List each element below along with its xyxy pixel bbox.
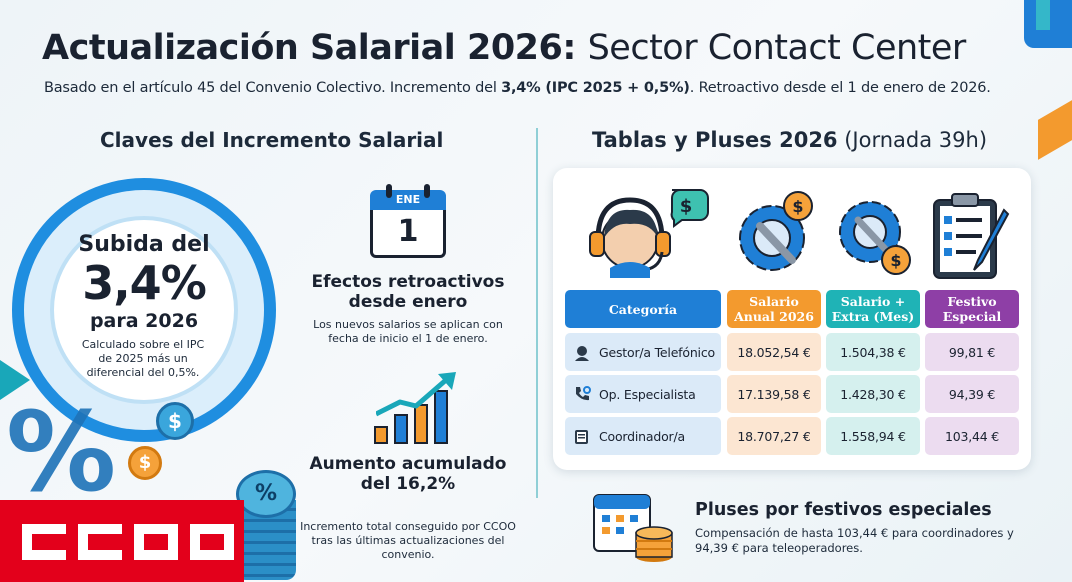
table-cell-anual: 17.139,58 € — [727, 375, 821, 413]
accumulated-description: Incremento total conseguido por CCOO tra… — [300, 520, 516, 561]
ccoo-logo — [0, 500, 244, 582]
operator-icon — [575, 346, 589, 361]
dollar-coin-icon: $ — [156, 402, 194, 440]
table-cell-anual: 18.707,27 € — [727, 417, 821, 455]
circle-line3: para 2026 — [89, 310, 199, 332]
pluses-description: Compensación de hasta 103,44 € para coor… — [695, 526, 1014, 555]
circle-line1: Subida del — [78, 232, 210, 257]
table-row-category: Coordinador/a — [565, 417, 721, 455]
coin-stack-icon: % — [236, 470, 296, 582]
svg-text:$: $ — [890, 251, 901, 270]
page-title: Actualización Salarial 2026: Sector Cont… — [42, 28, 966, 68]
header-salario-anual: Salario Anual 2026 — [727, 290, 821, 328]
table-cell-extra: 1.504,38 € — [826, 333, 920, 371]
retroactive-title: Efectos retroactivos desde enero — [311, 272, 505, 312]
retroactive-description: Los nuevos salarios se aplican con fecha… — [313, 318, 503, 345]
table-cell-festivo: 103,44 € — [925, 417, 1019, 455]
table-cell-anual: 18.052,54 € — [727, 333, 821, 371]
calendar-icon: ENE 1 — [370, 184, 446, 258]
increase-circle-text: Subida del 3,4% para 2026 Calculado sobr… — [12, 178, 276, 442]
corner-decoration — [1012, 0, 1072, 160]
table-cell-festivo: 99,81 € — [925, 333, 1019, 371]
circle-percentage: 3,4% — [82, 256, 207, 310]
accumulated-title: Aumento acumulado del 16,2% — [309, 454, 507, 494]
table-cell-extra: 1.558,94 € — [826, 417, 920, 455]
table-row-category: Gestor/a Telefónico — [565, 333, 721, 371]
gear-wrench-icon: $ — [739, 191, 813, 271]
operator-headset-icon: $ — [589, 189, 709, 278]
column-divider — [536, 128, 538, 498]
section-title-tables: Tablas y Pluses 2026 (Jornada 39h) — [592, 128, 988, 152]
clipboard-checklist-icon — [933, 193, 1010, 279]
header-salario-extra: Salario + Extra (Mes) — [826, 290, 920, 328]
section-title-keys: Claves del Incremento Salarial — [100, 128, 444, 152]
table-row-category: Op. Especialista — [565, 375, 721, 413]
table-cell-extra: 1.428,30 € — [826, 375, 920, 413]
gear-coin-icon: $ — [839, 201, 911, 275]
page-subtitle: Basado en el artículo 45 del Convenio Co… — [44, 80, 991, 96]
circle-description: Calculado sobre el IPC de 2025 más un di… — [81, 338, 205, 379]
pluses-title: Pluses por festivos especiales — [695, 500, 992, 520]
calendar-coins-icon — [593, 494, 673, 562]
svg-text:$: $ — [792, 197, 803, 216]
clipboard-icon — [575, 430, 588, 444]
dollar-coin-icon: $ — [128, 446, 162, 480]
header-categoria: Categoría — [565, 290, 721, 328]
percent-icon: % — [6, 388, 117, 516]
phone-gear-icon — [576, 386, 591, 401]
table-cell-festivo: 94,39 € — [925, 375, 1019, 413]
growth-chart-icon — [372, 366, 458, 444]
header-festivo: Festivo Especial — [925, 290, 1019, 328]
svg-text:$: $ — [680, 196, 693, 217]
